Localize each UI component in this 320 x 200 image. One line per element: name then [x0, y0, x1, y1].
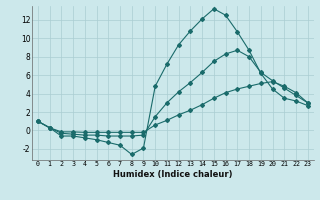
- X-axis label: Humidex (Indice chaleur): Humidex (Indice chaleur): [113, 170, 233, 179]
